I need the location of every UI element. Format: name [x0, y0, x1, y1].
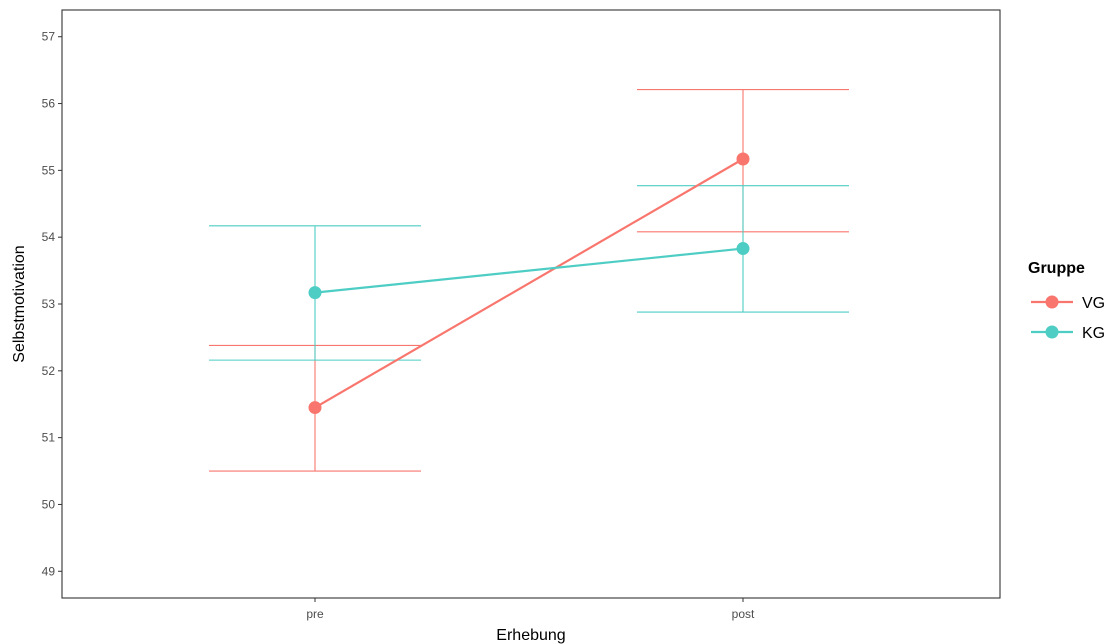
y-axis-title: Selbstmotivation [11, 245, 28, 362]
legend-label-kg: KG [1082, 325, 1105, 342]
series-line-vg [314, 158, 744, 409]
data-point-vg [736, 152, 750, 166]
y-tick-label: 53 [42, 297, 56, 311]
legend-label-vg: VG [1082, 295, 1105, 312]
y-tick-label: 51 [42, 431, 56, 445]
legend-key-point-kg [1045, 325, 1059, 339]
x-tick-label: post [732, 607, 755, 621]
data-point-kg [308, 286, 322, 300]
data-point-vg [308, 401, 322, 415]
y-tick-label: 52 [42, 364, 56, 378]
legend: Gruppe VG KG [1028, 260, 1105, 342]
series-lines [314, 158, 744, 409]
y-axis: 49 50 51 52 53 54 55 56 57 [42, 30, 62, 578]
y-tick-label: 50 [42, 497, 56, 511]
error-bars [209, 88, 849, 472]
series-line-kg [314, 247, 744, 294]
plot-content [209, 88, 849, 472]
x-tick-label: pre [306, 607, 324, 621]
y-tick-label: 55 [42, 163, 56, 177]
data-point-kg [736, 242, 750, 256]
legend-key-point-vg [1045, 295, 1059, 309]
y-tick-label: 54 [42, 230, 56, 244]
legend-title: Gruppe [1028, 260, 1085, 277]
y-tick-label: 56 [42, 97, 56, 111]
y-tick-label: 49 [42, 564, 56, 578]
y-tick-label: 57 [42, 30, 56, 44]
x-axis: pre post [306, 598, 755, 621]
x-axis-title: Erhebung [496, 627, 565, 644]
series-points [308, 152, 750, 415]
